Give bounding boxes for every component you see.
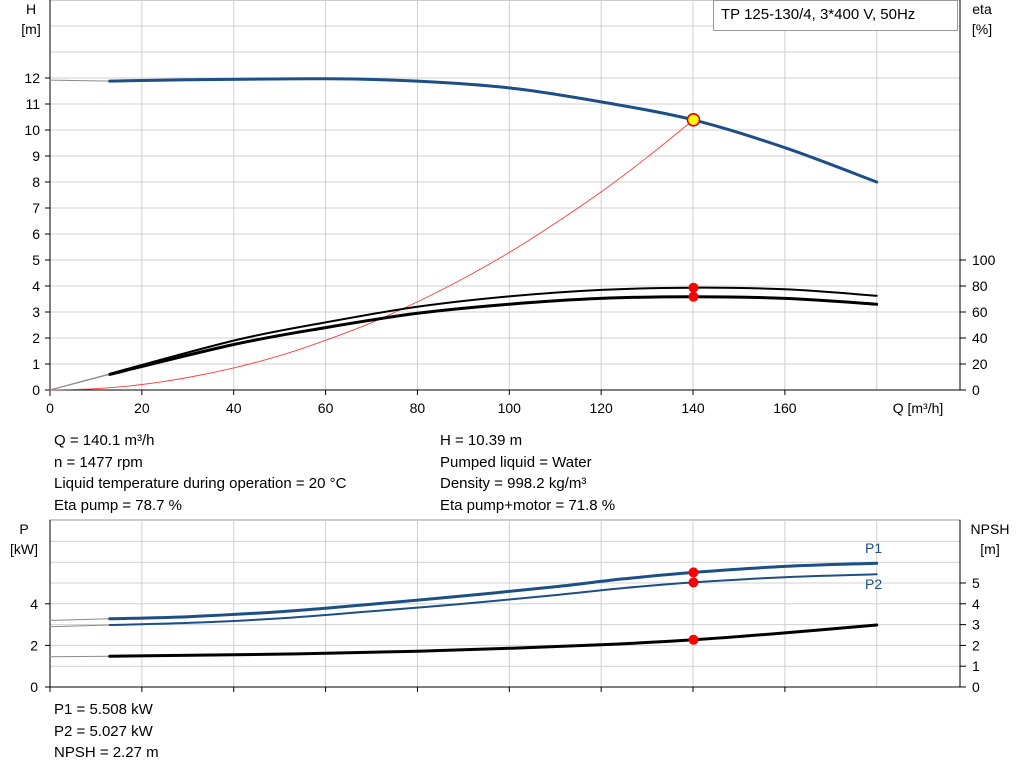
x-tick-label: 100 bbox=[498, 400, 522, 416]
npsh-axis-unit: [m] bbox=[980, 541, 999, 557]
npsh-tick-label: 2 bbox=[972, 637, 980, 653]
duty-info-left: Q = 140.1 m³/h n = 1477 rpm Liquid tempe… bbox=[54, 430, 346, 516]
eta-total-curve bbox=[108, 295, 879, 376]
speed-value: n = 1477 rpm bbox=[54, 453, 143, 471]
h-tick-label: 2 bbox=[32, 330, 40, 346]
x-tick-label: 120 bbox=[589, 400, 613, 416]
h-tick-label: 6 bbox=[32, 226, 40, 242]
flow-value: Q = 140.1 m³/h bbox=[54, 432, 155, 449]
head-value: H = 10.39 m bbox=[440, 432, 523, 449]
x-axis-label: Q [m³/h] bbox=[893, 400, 944, 416]
pump-title: TP 125-130/4, 3*400 V, 50Hz bbox=[713, 0, 958, 31]
p-tick-label: 2 bbox=[30, 637, 38, 653]
p1-series-label: P1 bbox=[865, 540, 882, 556]
h-tick-label: 10 bbox=[24, 122, 40, 138]
h-tick-label: 8 bbox=[32, 174, 40, 190]
p2-duty-point bbox=[688, 577, 699, 588]
npsh-tick-label: 1 bbox=[972, 658, 980, 674]
npsh-extension-line bbox=[49, 655, 111, 658]
eta-tick-label: 40 bbox=[972, 330, 988, 346]
x-tick-label: 80 bbox=[410, 400, 426, 416]
eta-axis-unit: [%] bbox=[972, 21, 992, 37]
liquid-temperature: Liquid temperature during operation = 20… bbox=[54, 475, 347, 492]
p2-curve bbox=[108, 573, 878, 626]
eta-pump-extension-line bbox=[49, 373, 111, 391]
h-tick-label: 0 bbox=[32, 382, 40, 398]
system-curve-line bbox=[49, 119, 694, 391]
eta-tick-label: 20 bbox=[972, 356, 988, 372]
x-tick-label: 40 bbox=[226, 400, 242, 416]
h-tick-label: 4 bbox=[32, 278, 40, 294]
eta-axis-label: eta bbox=[972, 1, 992, 17]
npsh-curve bbox=[108, 623, 879, 658]
h-tick-label: 1 bbox=[32, 356, 40, 372]
p1-extension-line bbox=[49, 618, 111, 621]
npsh-tick-label: 4 bbox=[972, 596, 980, 612]
p1-duty-point bbox=[688, 567, 699, 578]
p1-value: P1 = 5.508 kW bbox=[54, 701, 153, 718]
p2-extension-line bbox=[49, 624, 111, 628]
eta-total-duty-point bbox=[688, 291, 699, 302]
h-tick-label: 3 bbox=[32, 304, 40, 320]
density-value: Density = 998.2 kg/m³ bbox=[440, 475, 587, 492]
upper-plot-frame bbox=[49, 0, 961, 391]
eta-pump-curve bbox=[108, 286, 878, 375]
p-tick-label: 4 bbox=[30, 596, 38, 612]
npsh-tick-label: 3 bbox=[972, 617, 980, 633]
h-tick-label: 5 bbox=[32, 252, 40, 268]
npsh-duty-point bbox=[688, 634, 699, 645]
duty-info-right: H = 10.39 m Pumped liquid = Water Densit… bbox=[440, 430, 615, 516]
h-tick-label: 11 bbox=[25, 96, 40, 112]
p2-series-label: P2 bbox=[865, 576, 882, 592]
npsh-tick-label: 0 bbox=[972, 679, 980, 695]
h-axis-unit: [m] bbox=[21, 21, 40, 37]
npsh-tick-label: 5 bbox=[972, 575, 980, 591]
eta-tick-label: 80 bbox=[972, 278, 988, 294]
p1-curve bbox=[108, 561, 879, 621]
eta-pump-value: Eta pump = 78.7 % bbox=[54, 496, 182, 514]
npsh-value: NPSH = 2.27 m bbox=[54, 744, 159, 761]
h-axis-label: H bbox=[26, 1, 36, 17]
x-tick-label: 60 bbox=[318, 400, 334, 416]
eta-tick-label: 60 bbox=[972, 304, 988, 320]
head-extension-line bbox=[49, 79, 111, 82]
p-axis-unit: [kW] bbox=[10, 541, 38, 557]
npsh-axis-label: NPSH bbox=[971, 521, 1010, 537]
x-tick-label: 140 bbox=[681, 400, 705, 416]
power-info: P1 = 5.508 kW P2 = 5.027 kW NPSH = 2.27 … bbox=[54, 699, 159, 764]
eta-pump-duty-point bbox=[688, 282, 699, 293]
p-axis-label: P bbox=[19, 521, 28, 537]
eta-total-value: Eta pump+motor = 71.8 % bbox=[440, 496, 616, 514]
h-tick-label: 7 bbox=[32, 200, 40, 216]
head-curve bbox=[108, 77, 879, 184]
x-tick-label: 160 bbox=[773, 400, 797, 416]
h-tick-label: 12 bbox=[24, 70, 40, 86]
head-duty-point bbox=[686, 113, 701, 127]
h-tick-label: 9 bbox=[32, 148, 40, 164]
p2-value: P2 = 5.027 kW bbox=[54, 722, 153, 740]
x-tick-label: 0 bbox=[46, 400, 54, 416]
p-tick-label: 0 bbox=[30, 679, 38, 695]
eta-tick-label: 0 bbox=[972, 382, 980, 398]
x-tick-label: 20 bbox=[134, 400, 150, 416]
eta-tick-label: 100 bbox=[972, 252, 996, 268]
pumped-liquid: Pumped liquid = Water bbox=[440, 453, 592, 471]
